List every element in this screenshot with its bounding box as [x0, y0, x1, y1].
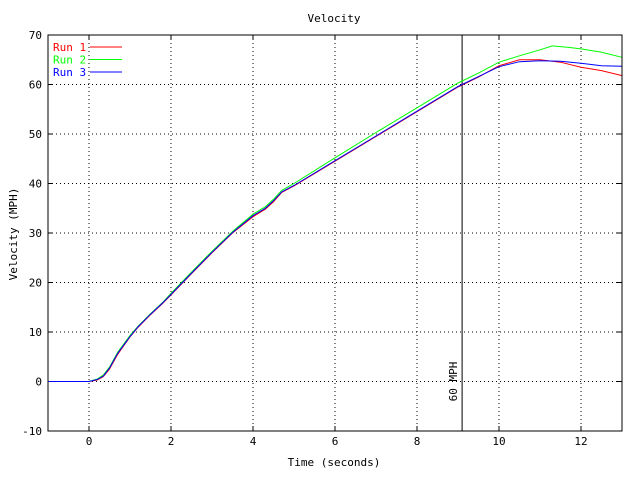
y-tick-label: 10: [29, 326, 42, 339]
y-tick-label: 60: [29, 79, 42, 92]
y-tick-label: 20: [29, 277, 42, 290]
legend-label-3: Run 3: [53, 66, 86, 79]
x-tick-label: 0: [86, 435, 93, 448]
x-tick-label: 2: [168, 435, 175, 448]
y-tick-label: 40: [29, 178, 42, 191]
x-tick-label: 12: [574, 435, 587, 448]
threshold-annotation: 60 MPH: [447, 35, 463, 431]
x-tick-label: 8: [414, 435, 421, 448]
x-tick-label: 6: [332, 435, 339, 448]
legend-label-1: Run 1: [53, 41, 86, 54]
series-line-2: [48, 45, 623, 382]
x-tick-label: 4: [250, 435, 257, 448]
x-axis-label: Time (seconds): [288, 456, 381, 469]
chart-title: Velocity: [308, 12, 361, 25]
y-axis-label: Velocity (MPH): [7, 188, 20, 281]
y-tick-label: 0: [35, 376, 42, 389]
x-tick-label: 10: [492, 435, 505, 448]
threshold-label: 60 MPH: [447, 362, 460, 402]
y-tick-label: 50: [29, 128, 42, 141]
legend-label-2: Run 2: [53, 54, 86, 67]
series-line-3: [48, 60, 623, 382]
y-tick-label: -10: [22, 425, 42, 438]
series-lines: [48, 45, 623, 382]
y-tick-label: 70: [29, 29, 42, 42]
plot-frame: [47, 34, 623, 432]
y-tick-label: 30: [29, 227, 42, 240]
